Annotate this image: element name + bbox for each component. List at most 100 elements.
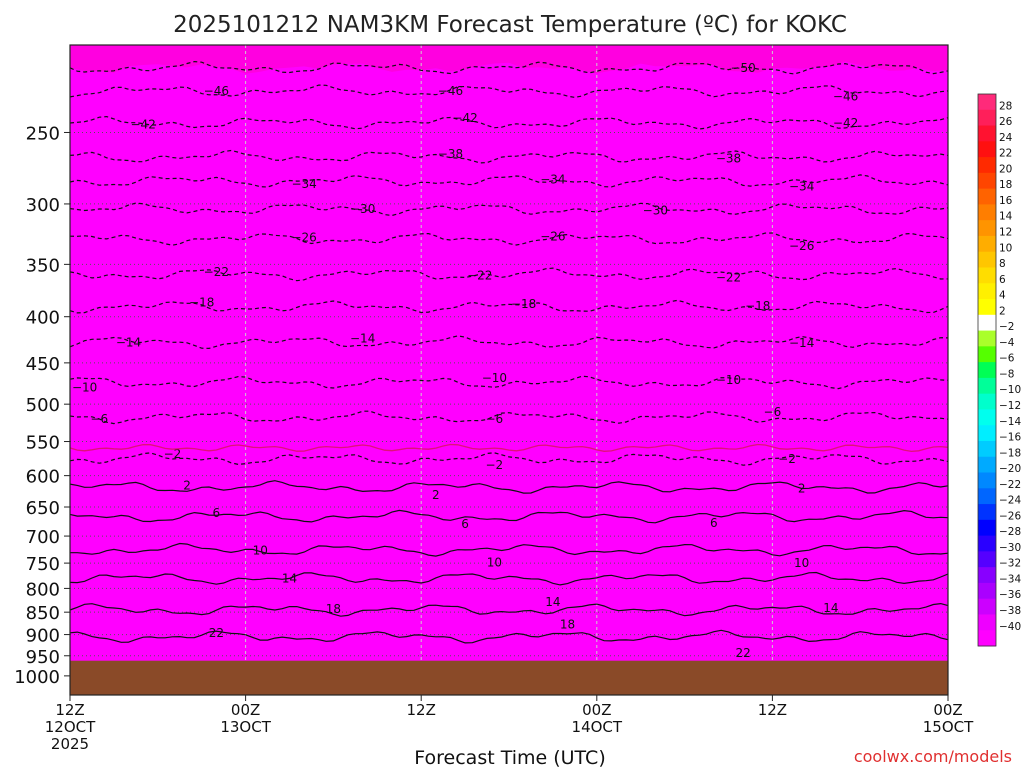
contour-label: −30 [643, 203, 668, 217]
contour-label: −46 [438, 84, 463, 98]
colorbar-label: −24 [999, 495, 1021, 507]
colorbar-swatch [978, 393, 996, 410]
colorbar-label: 10 [999, 242, 1012, 254]
colorbar-swatch [978, 614, 996, 631]
colorbar-label: −2 [999, 321, 1014, 333]
contour-label: −10 [716, 373, 741, 387]
x-tick-label: 13OCT [220, 718, 271, 736]
y-tick-label: 700 [26, 527, 60, 548]
colorbar-swatch [978, 188, 996, 205]
colorbar-swatch [978, 172, 996, 190]
colorbar-swatch [978, 504, 996, 521]
contour-line [69, 202, 949, 217]
contour-label: 18 [326, 602, 341, 616]
colorbar-swatch [978, 157, 996, 174]
colorbar-swatch [978, 425, 996, 442]
contour-label: 14 [545, 595, 560, 609]
contour-line [69, 509, 949, 524]
x-tick-label: 2025 [51, 735, 89, 753]
colorbar-swatch [978, 535, 996, 552]
contour-label: 6 [710, 516, 718, 530]
contour-label: −6 [90, 412, 108, 426]
contour-label: 18 [560, 617, 575, 631]
colorbar-label: −22 [999, 479, 1021, 491]
colorbar-swatch [978, 409, 996, 426]
contour-label: −34 [540, 173, 565, 187]
colorbar-swatch [978, 109, 996, 127]
contour-label: −50 [730, 61, 755, 75]
colorbar-swatch [978, 362, 996, 379]
contour-label: −6 [764, 405, 782, 419]
colorbar-label: −36 [999, 589, 1021, 601]
colorbar-label: −40 [999, 621, 1021, 633]
contour-label: −34 [291, 177, 316, 191]
contour-label: −42 [131, 118, 156, 132]
contour-line [69, 375, 949, 390]
colorbar-label: −20 [999, 463, 1021, 475]
colorbar-swatch [978, 330, 996, 347]
colorbar-swatch [978, 125, 996, 142]
colorbar-label: −18 [999, 447, 1021, 459]
colorbar-swatch [978, 377, 996, 395]
contour-label: −34 [789, 180, 814, 194]
x-tick-label: 12Z [55, 701, 84, 719]
contour-label: 2 [432, 488, 440, 502]
contour-label: −46 [204, 84, 229, 98]
contour-label: −10 [482, 371, 507, 385]
contour-label: −26 [540, 230, 565, 244]
contour-line [69, 115, 949, 130]
contour-line [69, 571, 949, 586]
x-tick-label: 00Z [933, 701, 962, 719]
colorbar-label: −26 [999, 510, 1021, 522]
contour-label: −42 [452, 111, 477, 125]
chart-title: 2025101212 NAM3KM Forecast Temperature (… [173, 12, 847, 38]
colorbar-swatch [978, 314, 996, 332]
colorbar-label: 22 [999, 148, 1012, 160]
contour-label: −6 [486, 412, 504, 426]
contour-label: −14 [116, 335, 141, 349]
contour-label: −22 [716, 271, 741, 285]
colorbar-swatch [978, 440, 996, 458]
y-tick-label: 350 [26, 255, 60, 276]
y-axis: 2503003504004505005506006507007508008509… [14, 123, 70, 688]
contour-line [69, 602, 949, 617]
colorbar-swatch [978, 488, 996, 505]
colorbar-swatch [978, 94, 996, 111]
colorbar-swatch [978, 630, 996, 647]
temperature-band [70, 61, 948, 696]
colorbar-label: 20 [999, 163, 1012, 175]
x-tick-label: 00Z [231, 701, 260, 719]
colorbar-label: 2 [999, 305, 1006, 317]
colorbar-swatch [978, 551, 996, 568]
y-tick-label: 500 [26, 395, 60, 416]
x-axis-label: Forecast Time (UTC) [414, 747, 605, 768]
contour-line [69, 629, 949, 644]
y-tick-label: 450 [26, 354, 60, 375]
colorbar-label: −38 [999, 605, 1021, 617]
contour-label: −2 [778, 452, 796, 466]
colorbar-label: −10 [999, 384, 1021, 396]
contour-label: 2 [183, 478, 191, 492]
x-tick-label: 00Z [582, 701, 611, 719]
x-tick-label: 12Z [407, 701, 436, 719]
colorbar-label: 12 [999, 227, 1012, 239]
contour-label: −46 [833, 89, 858, 103]
contour-label: −14 [350, 332, 375, 346]
contour-label: −18 [189, 296, 214, 310]
contour-label: 22 [735, 646, 750, 660]
contour-label: −38 [716, 151, 741, 165]
colorbar-label: −12 [999, 400, 1021, 412]
contour-line [69, 60, 949, 75]
colorbar-label: 24 [999, 132, 1013, 144]
colorbar-label: 4 [999, 290, 1006, 302]
colorbar-label: −6 [999, 353, 1015, 365]
x-tick-label: 12OCT [45, 718, 96, 736]
contour-line [69, 232, 949, 246]
contour-label: 10 [253, 543, 268, 557]
plot-area [70, 45, 948, 696]
contour-lines: −50 −46 −46 −46 −42 −42 −42 −38 −38 −34 −34 −34 −30 −… [69, 60, 949, 660]
colorbar-label: −32 [999, 558, 1021, 570]
plot-frame [69, 44, 949, 696]
